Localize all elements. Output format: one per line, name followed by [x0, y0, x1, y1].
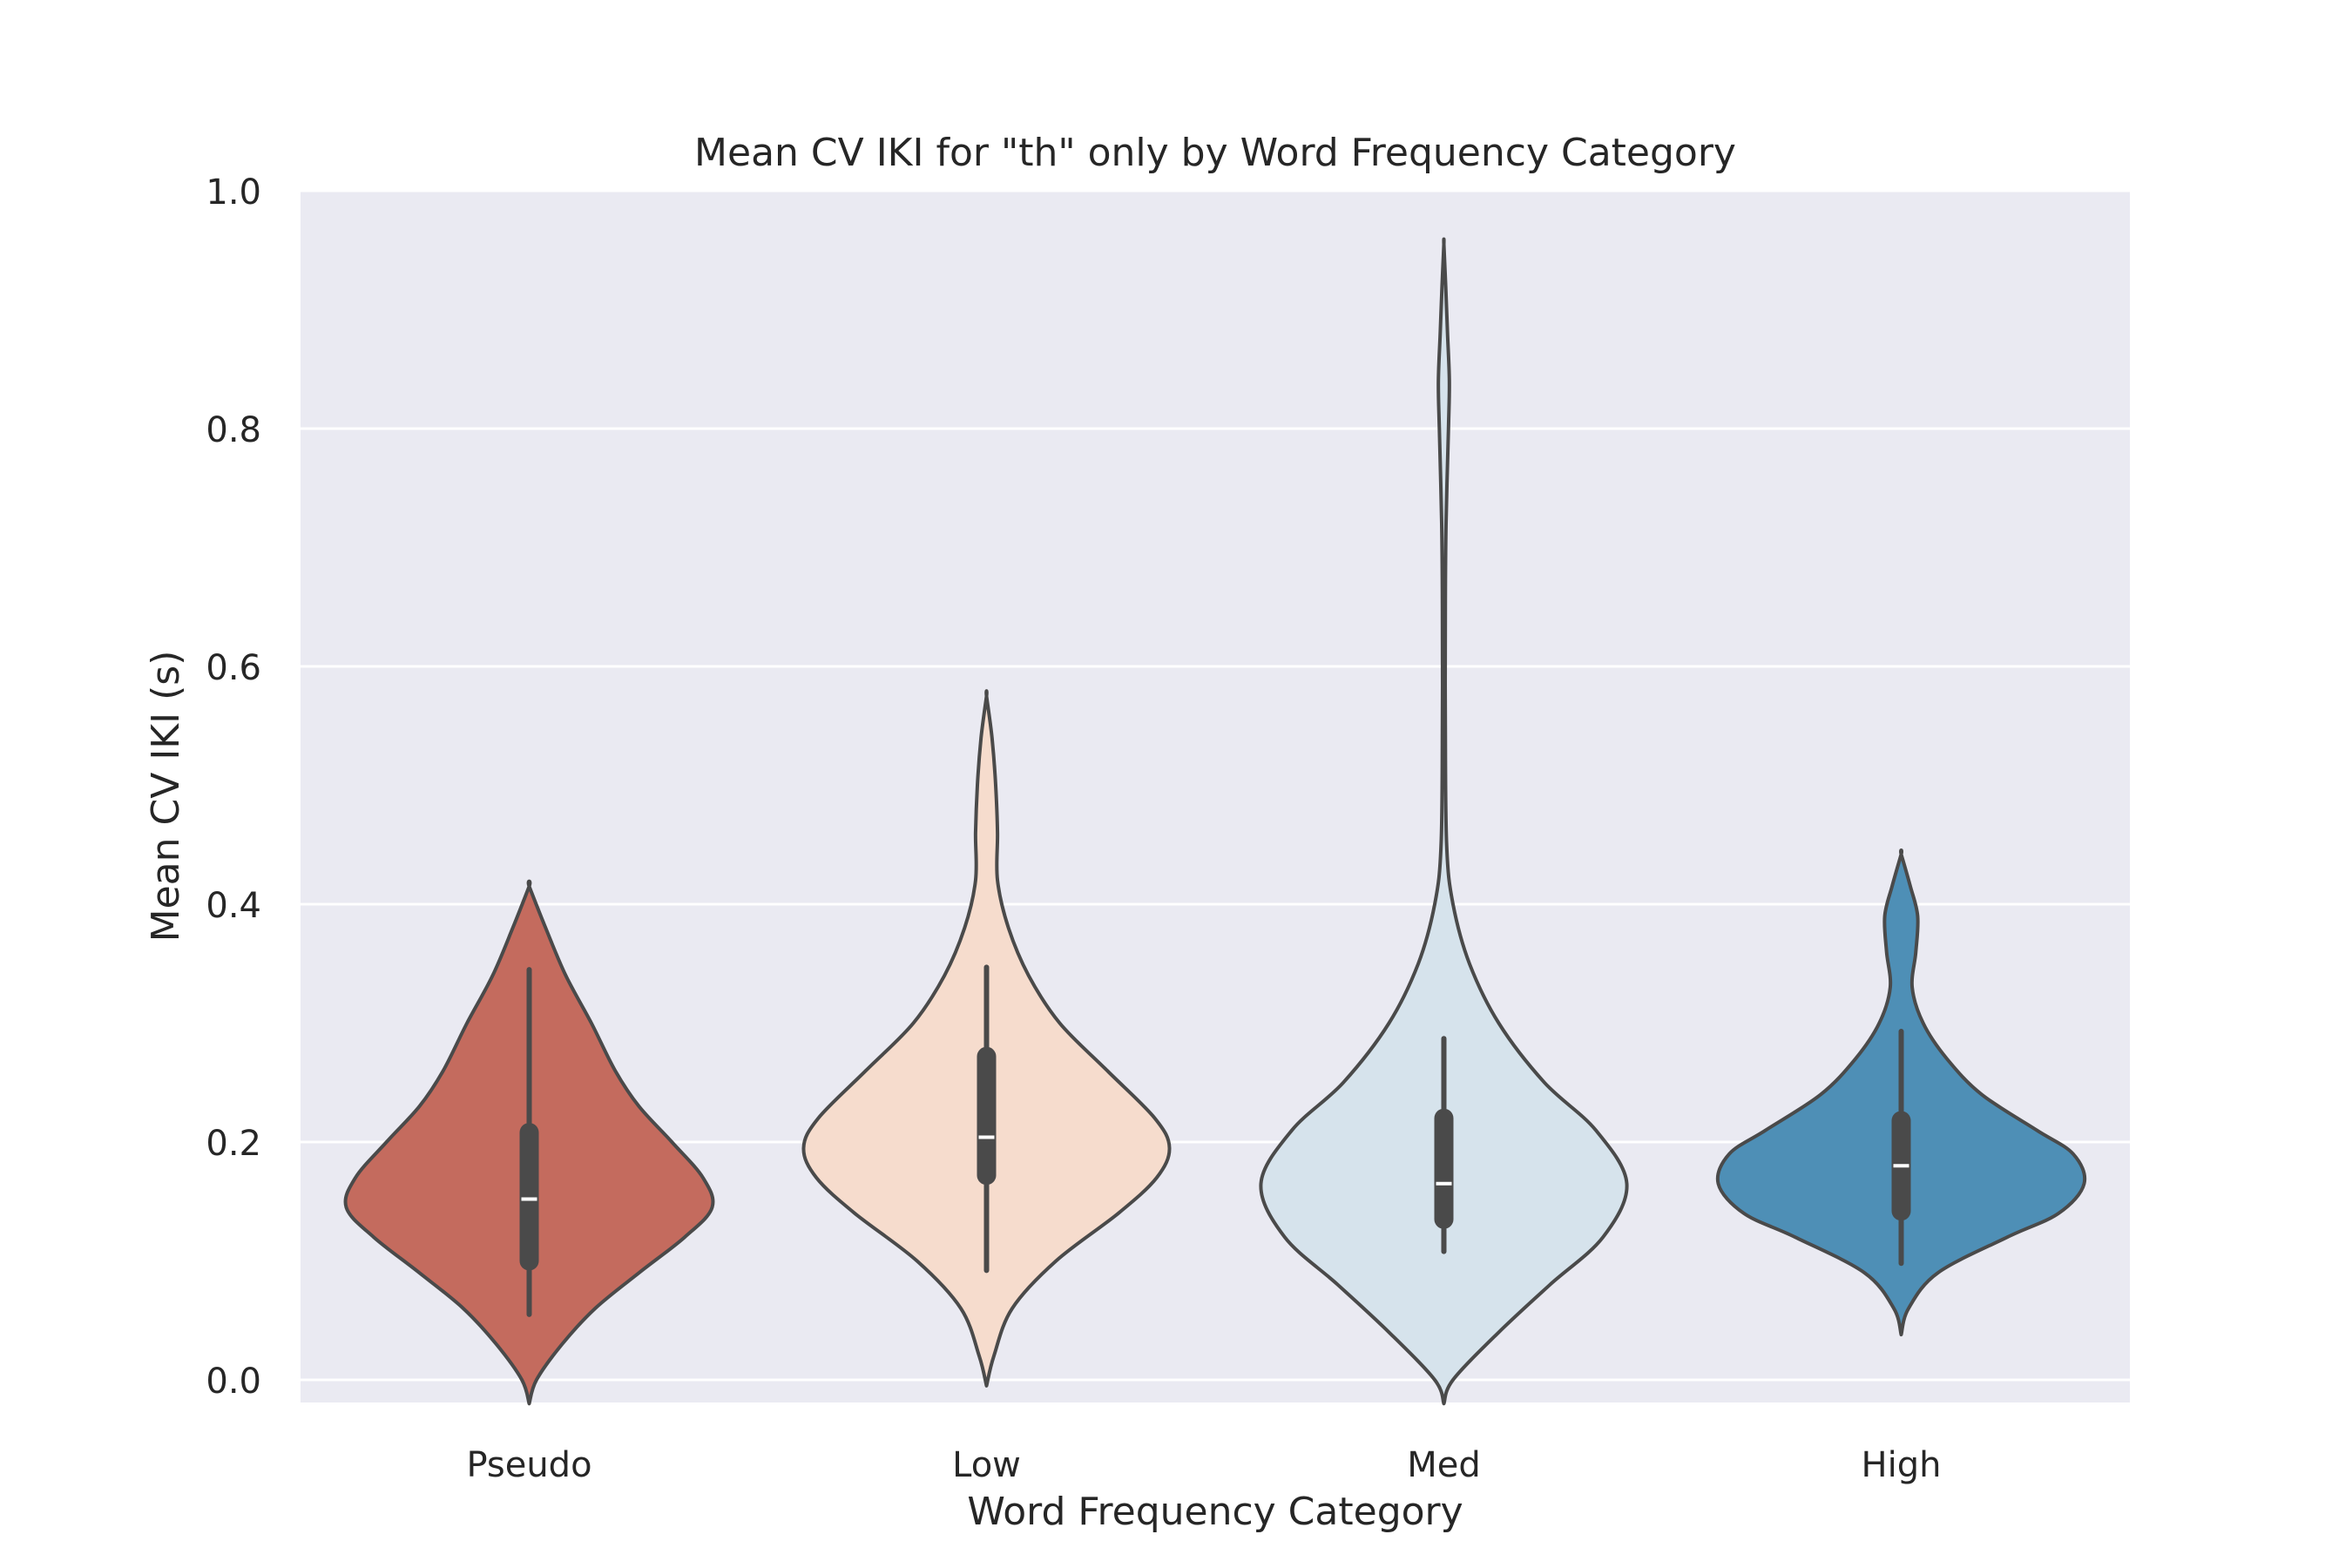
violin-body	[1259, 237, 1629, 1406]
violin-high	[1715, 848, 2087, 1337]
violins	[343, 237, 2087, 1406]
y-tick-label: 0.6	[206, 648, 261, 688]
x-axis-label: Word Frequency Category	[967, 1490, 1463, 1534]
violin-med	[1259, 237, 1629, 1406]
x-tick-label: Pseudo	[466, 1445, 591, 1485]
y-tick-label: 0.8	[206, 410, 261, 450]
y-tick-label: 0.0	[206, 1362, 261, 1402]
x-tick-label: Med	[1407, 1445, 1481, 1485]
x-tick-label: Low	[952, 1445, 1021, 1485]
y-axis-ticks: 0.0 0.2 0.4 0.6 0.8 1.0	[206, 172, 261, 1402]
y-axis-label: Mean CV IKI (s)	[144, 651, 188, 943]
violin-low	[801, 689, 1172, 1388]
x-axis-ticks: Pseudo Low Med High	[466, 1445, 1941, 1485]
y-tick-label: 1.0	[206, 172, 261, 213]
y-tick-label: 0.4	[206, 886, 261, 926]
y-tick-label: 0.2	[206, 1124, 261, 1164]
x-tick-label: High	[1862, 1445, 1942, 1485]
violin-pseudo	[343, 879, 715, 1406]
chart-title: Mean CV IKI for "th" only by Word Freque…	[694, 131, 1736, 175]
